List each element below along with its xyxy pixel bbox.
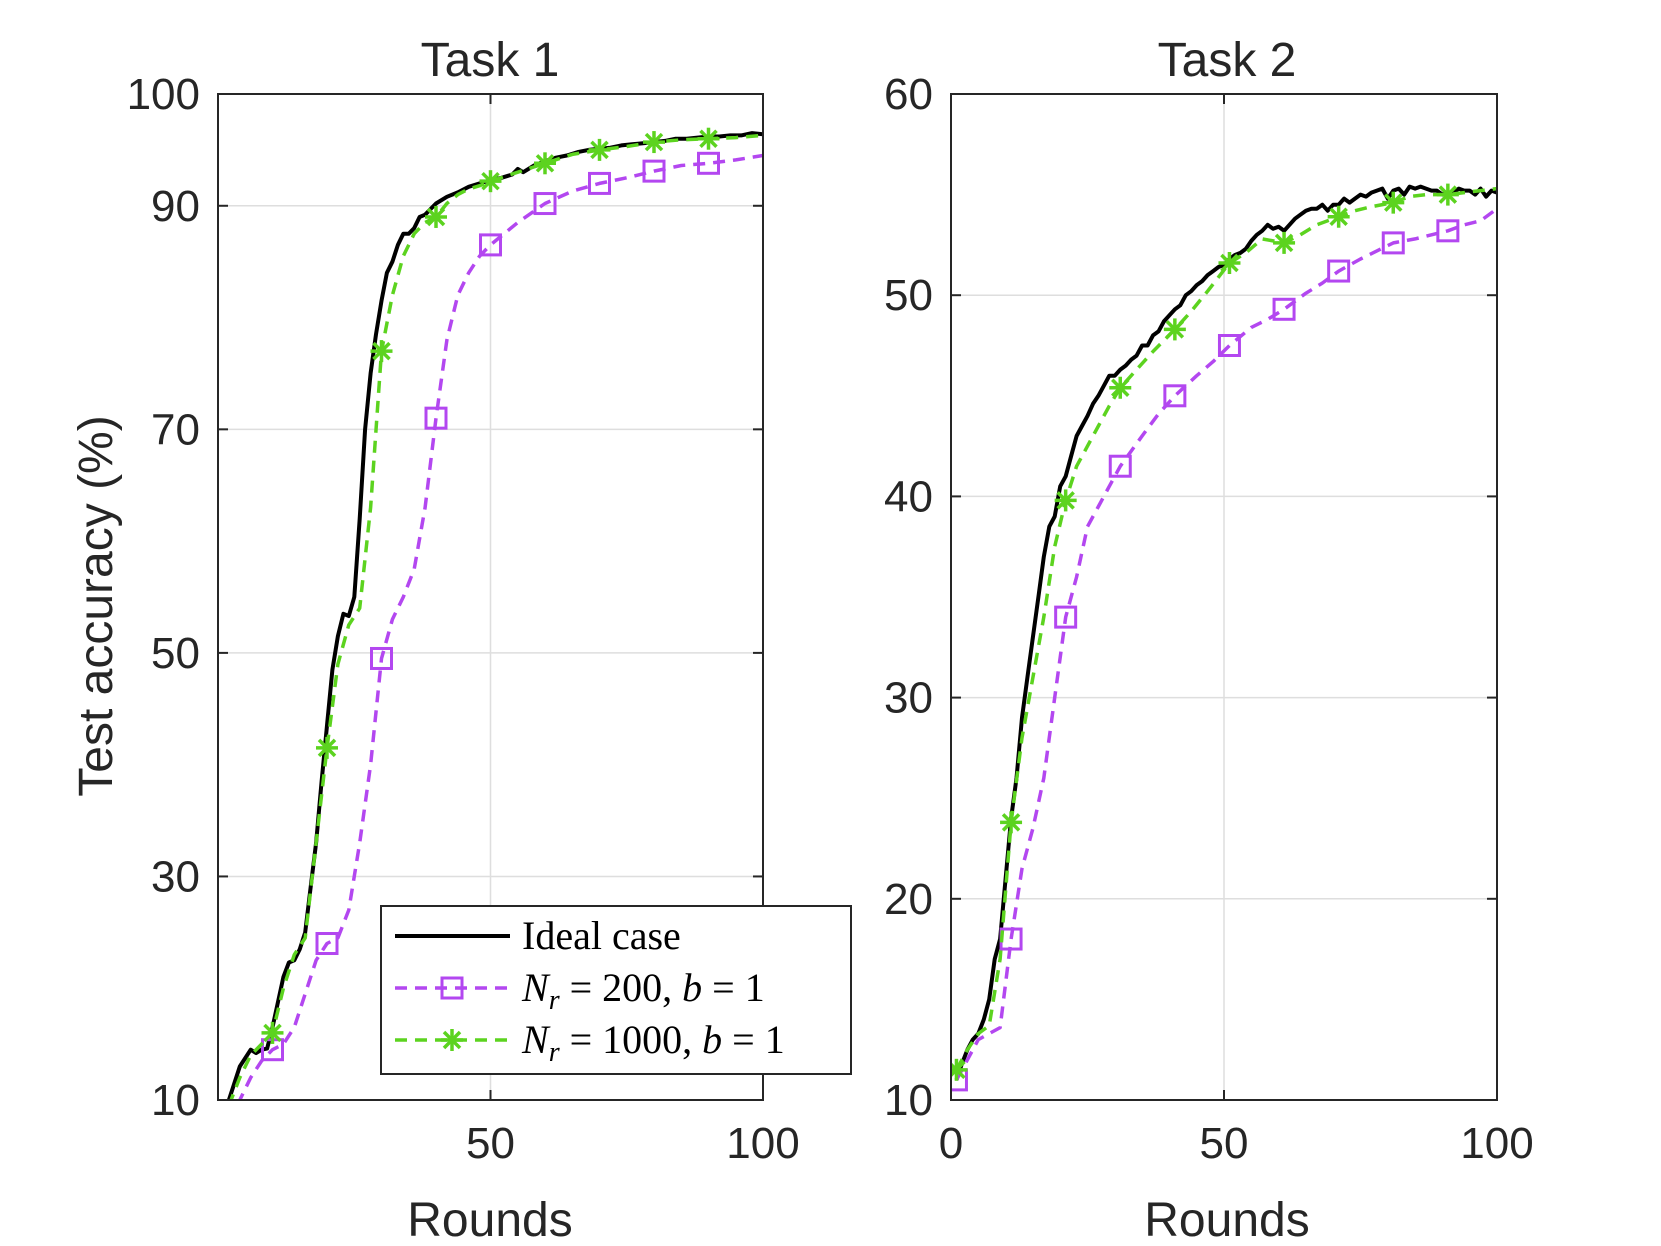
task-2-point-n-r-1000-b-1 [1000,811,1023,834]
task-2-point-n-r-200-b-1 [1272,297,1296,321]
task-1-point-n-r-200-b-1 [370,646,393,670]
task-2-line-n-r-200-b-1 [954,207,1497,1081]
task-2-point-n-r-200-b-1 [1436,219,1460,243]
task-1-point-n-r-1000-b-1 [588,138,611,161]
task-1-point-n-r-1000-b-1 [697,127,720,150]
task-2-point-n-r-200-b-1 [1381,231,1405,255]
y-tick-label: 60 [884,70,933,119]
y-tick-label: 50 [884,271,933,320]
task-1-point-n-r-200-b-1 [642,159,666,183]
y-tick-label: 70 [151,405,200,454]
task-1-point-n-r-200-b-1 [479,233,502,257]
task-2-point-n-r-1000-b-1 [1382,191,1405,214]
task-1-point-n-r-1000-b-1 [261,1021,284,1044]
task-1-point-n-r-200-b-1 [588,171,611,195]
task-2-point-n-r-1000-b-1 [1109,376,1132,399]
x-tick-label: 50 [1200,1119,1249,1168]
task-2-panel: Task 2 Rounds 10 20 30 40 50 60 0 50 100 [884,34,1534,1246]
x-tick-label: 0 [939,1119,963,1168]
task-2-series [951,183,1497,1092]
task-1-point-n-r-1000-b-1 [316,736,338,759]
task-1-y-axis-label: Test accuracy (%) [70,415,123,796]
task-2-line-n-r-1000-b-1 [954,186,1497,1071]
task-2-point-n-r-1000-b-1 [1273,231,1296,254]
task-1-point-n-r-200-b-1 [533,192,557,216]
task-1-series [226,127,763,1100]
task-1-point-n-r-1000-b-1 [370,340,393,363]
task-2-point-n-r-1000-b-1 [951,1058,968,1081]
task-1-point-n-r-1000-b-1 [643,131,665,154]
y-tick-label: 90 [151,182,200,231]
task-2-point-n-r-200-b-1 [1163,384,1187,408]
y-tick-label: 20 [884,875,933,924]
legend-label-200: Nr = 200, b = 1 [521,965,765,1016]
y-tick-label: 40 [884,472,933,521]
task-2-x-axis-label: Rounds [1144,1194,1309,1246]
legend-square-marker [440,976,464,1000]
task-1-x-axis-label: Rounds [407,1194,572,1246]
task-2-point-n-r-200-b-1 [1108,454,1132,478]
legend-label-1000: Nr = 1000, b = 1 [521,1017,785,1068]
task-2-grid [951,94,1497,1100]
task-1-point-n-r-200-b-1 [315,932,339,956]
x-tick-label: 100 [1460,1119,1533,1168]
y-tick-label: 10 [151,1076,200,1125]
y-tick-label: 50 [151,629,200,678]
task-1-point-n-r-1000-b-1 [425,205,447,228]
legend-label-ideal: Ideal case [522,913,681,958]
task-2-point-n-r-200-b-1 [1327,259,1351,283]
task-2-point-n-r-1000-b-1 [1163,318,1186,341]
task-2-point-n-r-200-b-1 [1054,605,1078,629]
task-2-line-ideal-case [954,184,1497,1081]
task-2-point-n-r-1000-b-1 [1218,252,1241,275]
task-2-point-n-r-1000-b-1 [1054,489,1077,512]
y-tick-label: 100 [127,70,200,119]
task-2-point-n-r-1000-b-1 [1436,183,1459,206]
task-1-point-n-r-1000-b-1 [479,170,502,193]
task-1-title: Task 1 [421,34,560,87]
task-1-point-n-r-1000-b-1 [534,152,556,175]
task-2-title: Task 2 [1158,34,1297,87]
legend-asterisk-marker [441,1029,463,1051]
y-tick-label: 30 [884,674,933,723]
task-1-point-n-r-200-b-1 [424,406,448,430]
x-tick-label: 50 [466,1119,515,1168]
task-2-point-n-r-1000-b-1 [1327,205,1350,228]
y-tick-label: 30 [151,852,200,901]
y-tick-label: 10 [884,1076,933,1125]
task-2-point-n-r-200-b-1 [1217,334,1241,357]
legend: Ideal case Nr = 200, b = 1 Nr = 1000, b … [380,905,852,1075]
x-tick-label: 100 [726,1119,799,1168]
task-1-point-n-r-200-b-1 [697,151,720,175]
task-1-line-n-r-200-b-1 [237,153,763,1100]
